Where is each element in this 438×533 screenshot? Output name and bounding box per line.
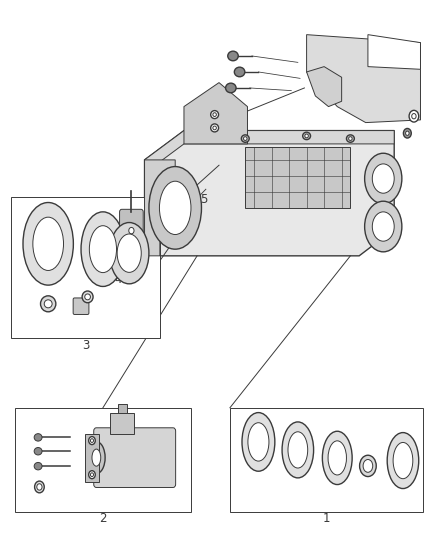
Ellipse shape <box>23 203 74 285</box>
Ellipse shape <box>88 442 105 474</box>
Ellipse shape <box>85 294 90 300</box>
Ellipse shape <box>248 423 269 461</box>
Polygon shape <box>145 160 175 256</box>
Ellipse shape <box>89 225 117 272</box>
Ellipse shape <box>409 110 419 122</box>
Polygon shape <box>368 35 420 69</box>
Ellipse shape <box>35 481 44 493</box>
Ellipse shape <box>149 166 201 249</box>
Ellipse shape <box>129 228 134 234</box>
Text: 5: 5 <box>200 193 207 206</box>
Bar <box>245 147 350 208</box>
Ellipse shape <box>126 224 137 237</box>
Polygon shape <box>145 131 394 256</box>
Ellipse shape <box>288 432 308 468</box>
Text: 3: 3 <box>82 339 89 352</box>
FancyBboxPatch shape <box>120 209 143 249</box>
Ellipse shape <box>349 136 352 140</box>
Ellipse shape <box>159 181 191 235</box>
Ellipse shape <box>92 449 101 466</box>
Ellipse shape <box>322 431 352 484</box>
Ellipse shape <box>305 134 308 138</box>
Polygon shape <box>307 35 420 123</box>
Ellipse shape <box>166 192 185 224</box>
Ellipse shape <box>37 484 42 490</box>
Text: 1: 1 <box>322 512 330 524</box>
Ellipse shape <box>360 455 376 477</box>
Ellipse shape <box>363 459 373 472</box>
Ellipse shape <box>34 463 42 470</box>
Text: 4: 4 <box>114 273 122 286</box>
Polygon shape <box>184 83 247 144</box>
Bar <box>230 408 423 512</box>
Ellipse shape <box>328 441 346 475</box>
Ellipse shape <box>213 126 216 130</box>
Bar <box>11 197 160 338</box>
Ellipse shape <box>34 434 42 441</box>
Ellipse shape <box>81 212 125 286</box>
Ellipse shape <box>90 439 93 442</box>
Polygon shape <box>307 67 342 107</box>
Bar <box>118 404 127 414</box>
Ellipse shape <box>211 110 219 118</box>
Ellipse shape <box>412 114 416 119</box>
Bar <box>15 408 191 512</box>
Ellipse shape <box>346 135 354 142</box>
Ellipse shape <box>117 234 141 272</box>
Ellipse shape <box>228 51 238 61</box>
Ellipse shape <box>372 212 394 241</box>
Ellipse shape <box>406 131 409 135</box>
Text: 2: 2 <box>99 512 107 524</box>
Ellipse shape <box>387 433 419 489</box>
FancyBboxPatch shape <box>73 298 89 314</box>
Ellipse shape <box>33 217 64 270</box>
Ellipse shape <box>110 223 149 284</box>
FancyBboxPatch shape <box>94 428 176 488</box>
Ellipse shape <box>41 296 56 312</box>
Ellipse shape <box>282 422 314 478</box>
Ellipse shape <box>244 136 247 140</box>
Ellipse shape <box>34 448 42 455</box>
Bar <box>85 434 99 482</box>
Ellipse shape <box>211 124 219 132</box>
Ellipse shape <box>364 201 402 252</box>
Ellipse shape <box>241 135 249 142</box>
Polygon shape <box>145 131 394 173</box>
Bar <box>110 414 134 434</box>
Ellipse shape <box>242 413 275 471</box>
Ellipse shape <box>372 164 394 193</box>
Ellipse shape <box>88 471 95 479</box>
Ellipse shape <box>82 291 93 303</box>
Ellipse shape <box>234 67 245 77</box>
Ellipse shape <box>44 300 52 308</box>
Ellipse shape <box>90 473 93 477</box>
Ellipse shape <box>88 437 95 445</box>
Ellipse shape <box>393 442 413 479</box>
Ellipse shape <box>364 154 402 204</box>
Ellipse shape <box>303 132 311 140</box>
Ellipse shape <box>226 83 236 93</box>
Ellipse shape <box>213 112 216 116</box>
Ellipse shape <box>403 128 411 138</box>
